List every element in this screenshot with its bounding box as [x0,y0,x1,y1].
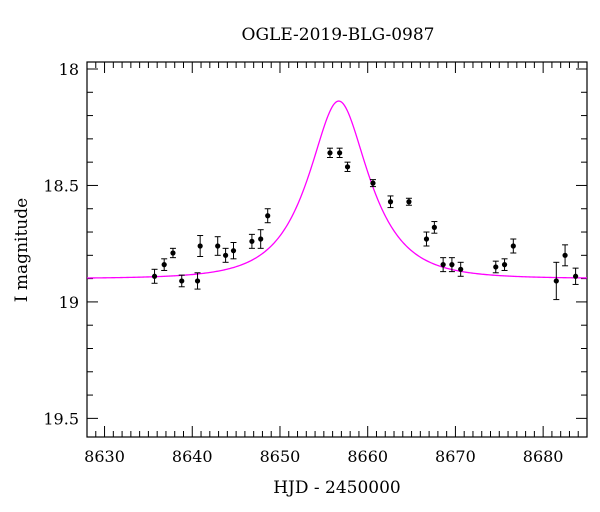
plot-frame [86,61,588,438]
data-point-marker [370,180,376,186]
data-point-marker [222,252,229,258]
data-point [264,208,271,224]
data-point [510,238,517,254]
data-point [178,274,185,288]
x-tick-label: 8670 [435,447,476,466]
axis-ticks [86,62,588,437]
data-point [161,258,168,271]
data-point [369,179,376,188]
data-point [387,195,394,209]
data-point [222,247,229,263]
data-point [457,261,464,277]
data-point-marker [572,273,579,279]
data-point [431,221,438,234]
data-point [336,147,343,158]
y-tick-label: 18 [59,60,79,79]
data-point [440,257,447,273]
data-point [194,272,201,290]
data-point-marker [562,252,568,258]
data-point-marker [170,250,176,256]
x-tick-label: 8640 [172,447,213,466]
data-point-marker [449,262,455,268]
data-point-marker [258,236,264,242]
x-axis-label: HJD - 2450000 [273,478,401,498]
data-point-marker [230,248,237,254]
data-point [344,161,351,172]
data-points [151,147,579,301]
data-point [230,242,237,260]
data-point-marker [406,199,412,205]
data-point-marker [179,278,185,284]
data-point [553,261,560,301]
data-point-marker [344,164,351,170]
x-tick-label: 8630 [84,447,125,466]
data-point-marker [249,238,255,244]
data-point-marker [510,243,516,249]
data-point [448,257,455,273]
data-point [423,231,430,247]
data-point-marker [431,224,437,230]
data-point [492,260,499,274]
x-tick-labels: 8630 8640 8650 8660 8670 8680 [84,447,563,466]
data-point-marker [327,150,333,156]
data-point-marker [265,213,271,219]
data-point [326,147,333,158]
data-point [562,244,569,267]
data-point-marker [215,243,221,249]
data-point-marker [161,262,167,268]
y-tick-label: 18.5 [43,176,79,195]
data-point [214,236,221,256]
data-point-marker [194,278,201,284]
model-curve [86,100,588,279]
data-point [501,258,508,271]
data-point-marker [197,243,203,249]
data-point [248,233,255,249]
y-tick-label: 19 [59,293,79,312]
x-tick-label: 8660 [347,447,388,466]
data-point-marker [387,199,394,205]
x-tick-label: 8680 [523,447,564,466]
data-point [151,268,158,284]
data-point-marker [423,236,430,242]
y-tick-labels: 18 18.5 19 19.5 [43,60,79,428]
data-point-marker [151,273,158,279]
chart-title: OGLE-2019-BLG-0987 [242,25,435,45]
x-tick-label: 8650 [260,447,301,466]
data-point-marker [501,262,508,268]
data-point [169,247,176,259]
y-tick-label: 19.5 [43,409,79,428]
data-point-marker [458,266,464,272]
data-point [257,229,264,249]
data-point [405,197,412,206]
y-axis-label: I magnitude [12,198,32,302]
data-point-marker [553,278,559,284]
data-point [572,267,579,285]
data-point-marker [337,150,343,156]
data-point [197,235,204,257]
data-point-marker [440,262,446,268]
data-point-marker [493,264,499,270]
